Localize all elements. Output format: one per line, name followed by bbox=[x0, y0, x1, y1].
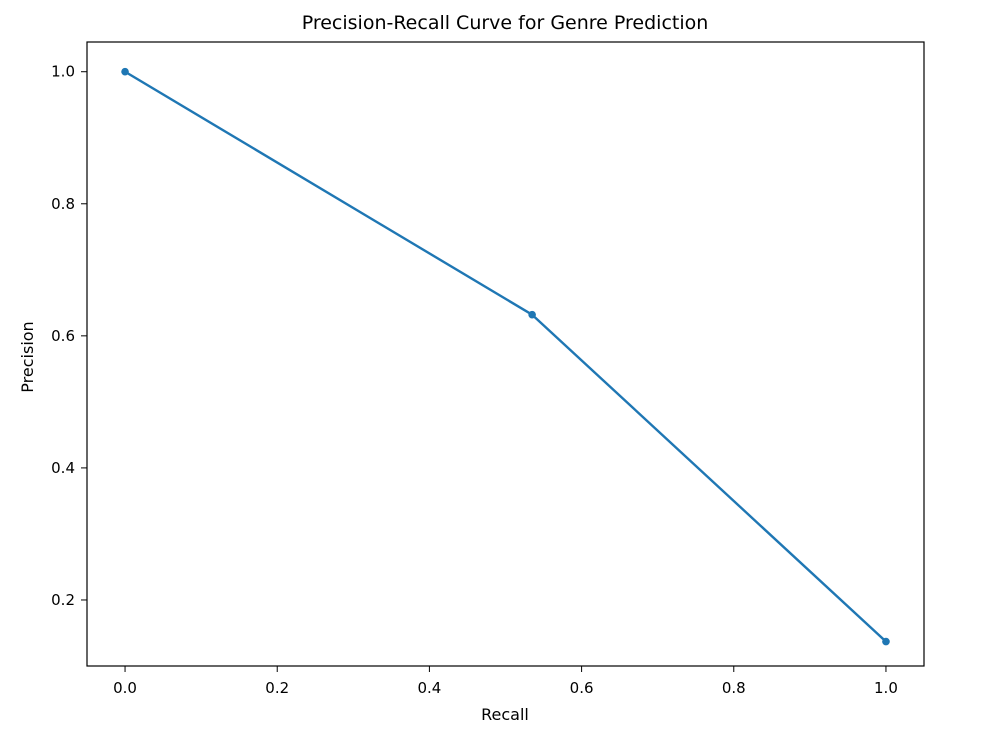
x-axis-label: Recall bbox=[481, 705, 529, 724]
y-tick-label: 0.6 bbox=[51, 327, 75, 345]
chart-title: Precision-Recall Curve for Genre Predict… bbox=[302, 12, 709, 34]
x-axis-ticks: 0.0 0.2 0.4 0.6 0.8 1.0 bbox=[113, 666, 898, 697]
x-tick-label: 0.0 bbox=[113, 679, 137, 697]
series-0-point bbox=[528, 310, 536, 319]
x-tick-label: 0.6 bbox=[570, 679, 594, 697]
x-tick-label: 0.8 bbox=[722, 679, 746, 697]
x-tick-label: 1.0 bbox=[874, 679, 898, 697]
y-axis-ticks: 0.2 0.4 0.6 0.8 1.0 bbox=[51, 63, 87, 609]
y-tick-label: 0.4 bbox=[51, 459, 75, 477]
x-tick-label: 0.2 bbox=[265, 679, 289, 697]
y-tick-label: 1.0 bbox=[51, 63, 75, 81]
series-0-point bbox=[882, 637, 890, 646]
plot-frame bbox=[86, 41, 925, 667]
y-tick-label: 0.2 bbox=[51, 591, 75, 609]
series-layer bbox=[121, 67, 890, 646]
x-tick-label: 0.4 bbox=[417, 679, 441, 697]
series-0-point bbox=[121, 67, 129, 76]
y-axis-label: Precision bbox=[18, 321, 37, 392]
plot-area bbox=[86, 41, 925, 667]
y-tick-label: 0.8 bbox=[51, 195, 75, 213]
